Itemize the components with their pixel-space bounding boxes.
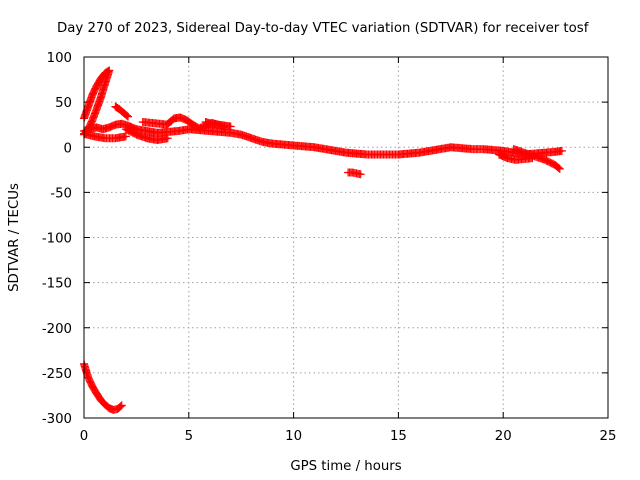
series-lower-20-22h	[495, 150, 537, 164]
x-tick-label: 25	[600, 429, 617, 444]
data-point	[226, 122, 235, 131]
data-point	[116, 402, 125, 411]
x-tick-label: 10	[285, 429, 302, 444]
series-isolated-13h	[344, 168, 365, 179]
plot-frame	[83, 56, 609, 419]
grid	[84, 57, 608, 418]
y-tick-label: 100	[47, 51, 72, 66]
y-tick-label: 50	[55, 96, 72, 111]
y-tick-label: 0	[64, 141, 72, 156]
data-point	[123, 111, 131, 120]
data-point	[555, 164, 564, 173]
y-tick-label: -50	[50, 186, 72, 201]
y-tick-label: -200	[42, 322, 72, 337]
x-tick-label: 20	[495, 429, 512, 444]
y-axis-label: SDTVAR / TECUs	[7, 183, 22, 292]
chart-title: Day 270 of 2023, Sidereal Day-to-day VTE…	[57, 21, 589, 36]
y-tick-label: -300	[42, 412, 72, 427]
data-point	[124, 112, 132, 121]
x-tick-label: 15	[390, 429, 407, 444]
series-return-branch	[80, 66, 114, 139]
x-axis-label: GPS time / hours	[290, 459, 401, 474]
data-point	[117, 401, 126, 410]
data-series	[80, 66, 566, 414]
data-point	[163, 134, 172, 143]
data-point	[528, 154, 537, 163]
series-steep-early	[80, 359, 126, 414]
data-point	[121, 132, 130, 141]
y-tick-labels: -300 -250 -200 -150 -100 -50 0 50 100	[42, 51, 72, 427]
y-tick-label: -150	[42, 277, 72, 292]
x-tick-label: 5	[185, 429, 193, 444]
series-rise-branch	[111, 102, 132, 121]
y-tick-label: -250	[42, 367, 72, 382]
x-tick-label: 0	[80, 429, 88, 444]
data-point	[557, 146, 566, 155]
data-point	[163, 120, 172, 129]
series-branch-2-3h	[121, 125, 172, 144]
y-tick-label: -100	[42, 232, 72, 247]
x-tick-labels: 0 5 10 15 20 25	[80, 429, 617, 444]
data-point	[356, 170, 365, 179]
series-spur-6-7h	[201, 118, 235, 131]
series-dip-branch	[80, 129, 130, 143]
data-point	[554, 164, 563, 172]
series-upper-2-4h	[138, 118, 172, 129]
